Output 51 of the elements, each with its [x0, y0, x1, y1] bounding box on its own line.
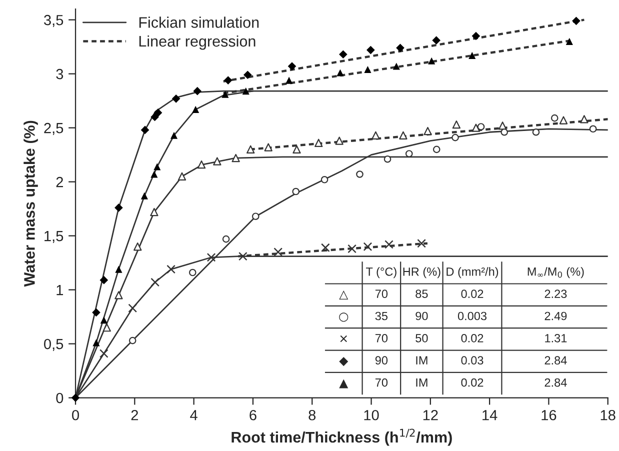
- annotation: △: [339, 290, 348, 300]
- y-axis-title: Water mass uptake (%): [24, 120, 38, 287]
- annotation: 2.49: [544, 312, 567, 320]
- annotation: 70: [375, 290, 388, 298]
- x-tick-label: 12: [423, 410, 438, 420]
- legend-label: Linear regression: [139, 35, 256, 50]
- annotation: 2.23: [544, 290, 567, 298]
- y-tick-label: 1: [56, 285, 63, 296]
- annotation: 0.02: [461, 378, 484, 387]
- annotation: HR (%): [403, 267, 440, 278]
- annotation: 90: [416, 312, 428, 320]
- y-tick-label: 3,5: [44, 14, 64, 27]
- x-tick-label: 6: [250, 410, 256, 420]
- annotation: 70: [375, 378, 388, 387]
- annotation: ◆: [339, 357, 348, 366]
- annotation: 90: [375, 356, 388, 365]
- annotation: 0.02: [461, 290, 484, 298]
- x-tick-label: 2: [131, 410, 138, 420]
- y-tick-label: 1,5: [44, 231, 64, 243]
- annotation: T (°C): [366, 267, 396, 278]
- y-tick-label: 2: [56, 176, 63, 188]
- annotation: 35: [375, 312, 388, 320]
- annotation: 2.84: [544, 356, 567, 365]
- x-tick-label: 10: [364, 410, 379, 420]
- y-tick-label: 2,5: [44, 122, 64, 135]
- x-tick-label: 16: [542, 410, 556, 420]
- annotation: 70: [375, 334, 388, 342]
- y-tick-label: 3: [56, 68, 64, 80]
- x-tick-label: 18: [600, 410, 616, 420]
- annotation: 2.84: [544, 378, 567, 387]
- annotation: M$_{∞}$/M$_{0}$ (%): [528, 267, 584, 278]
- x-tick-label: 0: [72, 410, 80, 420]
- annotation: 85: [416, 290, 428, 298]
- annotation: ×: [340, 335, 347, 342]
- annotation: IM: [416, 378, 428, 387]
- annotation: D (mm²/h): [446, 267, 498, 278]
- x-tick-label: 4: [190, 410, 198, 420]
- annotation: 50: [416, 334, 428, 342]
- annotation: 0.02: [461, 334, 484, 342]
- annotation: ○: [339, 312, 348, 322]
- x-axis-title: Root time/Thickness (h$^{1/2}$/mm): [232, 428, 452, 446]
- annotation: IM: [416, 356, 428, 364]
- y-tick-label: 0,5: [44, 338, 64, 351]
- annotation: ▲: [339, 379, 348, 388]
- legend-label: Fickian simulation: [139, 16, 259, 28]
- x-tick-label: 8: [308, 410, 316, 420]
- annotation: 0.03: [461, 356, 484, 365]
- x-tick-label: 14: [482, 410, 498, 420]
- y-tick-label: 0: [56, 392, 64, 404]
- annotation: 0.003: [458, 312, 487, 320]
- annotation: 1.31: [545, 334, 567, 342]
